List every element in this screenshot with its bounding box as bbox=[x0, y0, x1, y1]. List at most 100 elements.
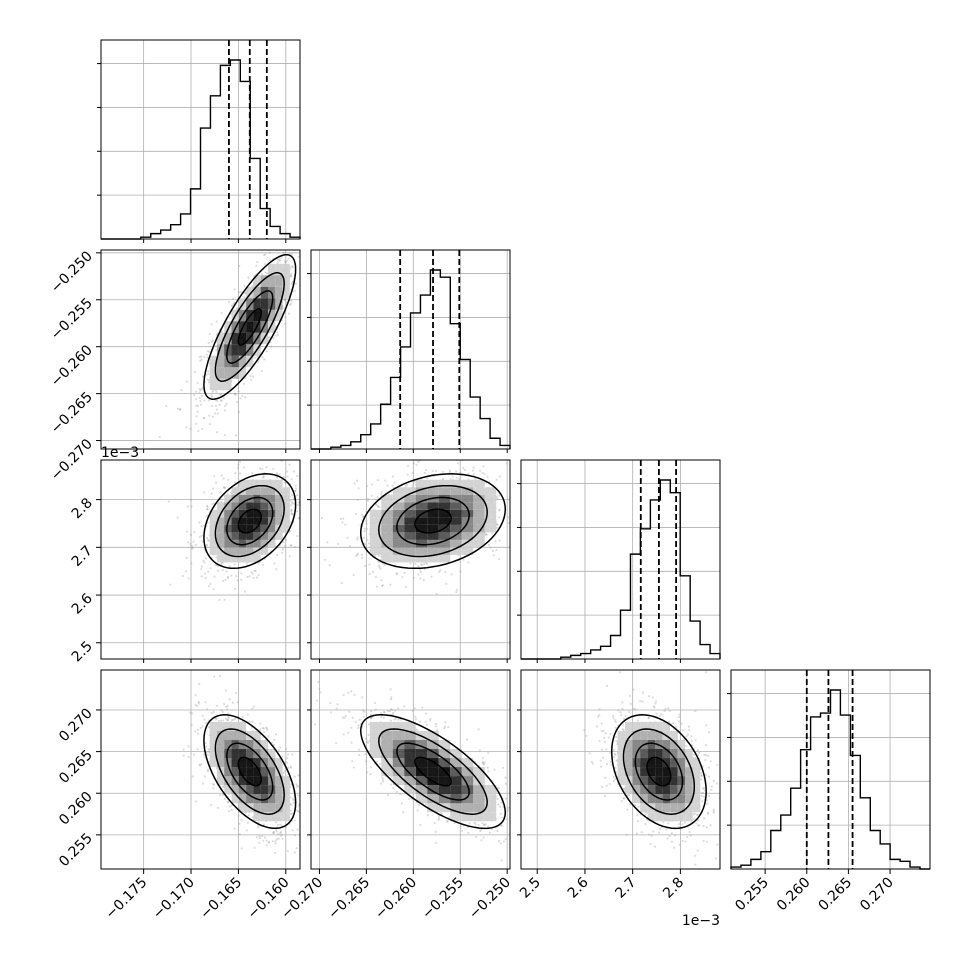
scatter-point bbox=[289, 783, 293, 786]
density-cell bbox=[231, 532, 239, 540]
scatter-point bbox=[284, 316, 287, 319]
density-cell bbox=[253, 275, 261, 287]
density-cell bbox=[473, 524, 485, 533]
scatter-point bbox=[286, 259, 289, 262]
scatter-point bbox=[370, 494, 373, 498]
scatter-point bbox=[360, 513, 363, 516]
scatter-point bbox=[268, 337, 271, 340]
scatter-point bbox=[196, 748, 199, 751]
density-cell bbox=[473, 509, 485, 518]
scatter-point bbox=[251, 707, 254, 710]
scatter-point bbox=[368, 563, 371, 566]
contour-2-2 bbox=[378, 484, 488, 558]
density-cell bbox=[450, 524, 462, 533]
scatter-point bbox=[293, 834, 297, 837]
scatter-point bbox=[498, 539, 501, 542]
scatter-point bbox=[262, 476, 265, 479]
density-cell bbox=[438, 502, 451, 510]
density-cell bbox=[268, 785, 276, 795]
scatter-point bbox=[194, 543, 197, 547]
density-cell bbox=[275, 776, 283, 786]
density-cell bbox=[275, 517, 283, 525]
scatter-point bbox=[296, 504, 300, 507]
scatter-point bbox=[455, 590, 458, 594]
scatter-point bbox=[266, 728, 269, 732]
scatter-point bbox=[279, 257, 282, 260]
scatter-point bbox=[216, 565, 219, 568]
histogram-bar-2-14 bbox=[660, 480, 670, 659]
density-cell bbox=[231, 487, 239, 495]
density-cell bbox=[246, 748, 254, 759]
density-cell bbox=[275, 509, 283, 518]
scatter-point bbox=[374, 575, 377, 579]
scatter-point bbox=[240, 818, 243, 822]
scatter-point bbox=[380, 584, 383, 588]
scatter-point bbox=[289, 266, 292, 269]
scatter-point bbox=[191, 775, 194, 778]
density-cell bbox=[392, 554, 405, 563]
scatter-point bbox=[224, 689, 228, 692]
density-cell bbox=[438, 532, 451, 540]
density-cell bbox=[238, 730, 247, 740]
scatter-point bbox=[239, 291, 243, 294]
scatter-point bbox=[225, 402, 228, 406]
density-cell bbox=[450, 532, 462, 540]
scatter-point bbox=[189, 543, 192, 546]
density-cell bbox=[224, 748, 232, 759]
scatter-point bbox=[185, 380, 189, 383]
scatter-point bbox=[230, 304, 233, 307]
scatter-point bbox=[206, 508, 209, 511]
scatter-point bbox=[239, 397, 242, 400]
scatter-point bbox=[314, 513, 316, 515]
scatter-point bbox=[529, 576, 531, 578]
density-cell bbox=[253, 776, 261, 786]
scatter-point bbox=[425, 469, 428, 472]
scatter-point bbox=[262, 839, 265, 842]
scatter-point bbox=[256, 260, 259, 264]
scatter-point bbox=[294, 282, 298, 285]
scatter-point bbox=[167, 500, 170, 503]
panel-frame-3 bbox=[100, 669, 301, 870]
scatter-point bbox=[491, 549, 494, 553]
scatter-point bbox=[365, 519, 368, 523]
scatter-point bbox=[293, 289, 297, 292]
scatter-point bbox=[265, 844, 268, 847]
density-cell bbox=[381, 517, 393, 525]
density-cell bbox=[461, 532, 474, 540]
scatter-point bbox=[479, 469, 482, 472]
scatter-point bbox=[448, 469, 452, 472]
scatter-point bbox=[375, 585, 378, 588]
scatter-point bbox=[203, 775, 207, 778]
scatter-point bbox=[403, 571, 406, 575]
density-cell bbox=[224, 367, 232, 379]
density-cell bbox=[231, 739, 239, 749]
density-cell bbox=[438, 509, 451, 518]
histogram-bar-0-8 bbox=[181, 214, 191, 239]
scatter-point bbox=[231, 718, 234, 722]
density-cell bbox=[246, 509, 254, 518]
density-cell bbox=[238, 767, 247, 777]
scatter-point bbox=[498, 508, 501, 511]
scatter-point bbox=[228, 316, 231, 319]
density-cell bbox=[253, 739, 261, 749]
density-cell bbox=[238, 758, 247, 768]
histogram-bar-0-7 bbox=[171, 225, 181, 239]
scatter-point bbox=[204, 701, 207, 704]
scatter-point bbox=[204, 721, 208, 725]
scatter-point bbox=[290, 803, 293, 807]
density-cell bbox=[282, 263, 290, 276]
scatter-point bbox=[236, 307, 239, 311]
scatter-point bbox=[279, 746, 282, 749]
scatter-point bbox=[213, 675, 216, 678]
scatter-point bbox=[218, 598, 221, 602]
histogram-outline-3 bbox=[730, 689, 930, 870]
histogram-bar-2-8 bbox=[601, 646, 611, 659]
scatter-point bbox=[203, 417, 206, 420]
density-cell bbox=[253, 509, 261, 518]
density-cell bbox=[260, 479, 269, 488]
scatter-point bbox=[296, 828, 299, 831]
scatter-point bbox=[459, 471, 462, 474]
scatter-point bbox=[292, 798, 295, 802]
density-cell bbox=[275, 275, 283, 287]
scatter-point bbox=[198, 521, 201, 524]
